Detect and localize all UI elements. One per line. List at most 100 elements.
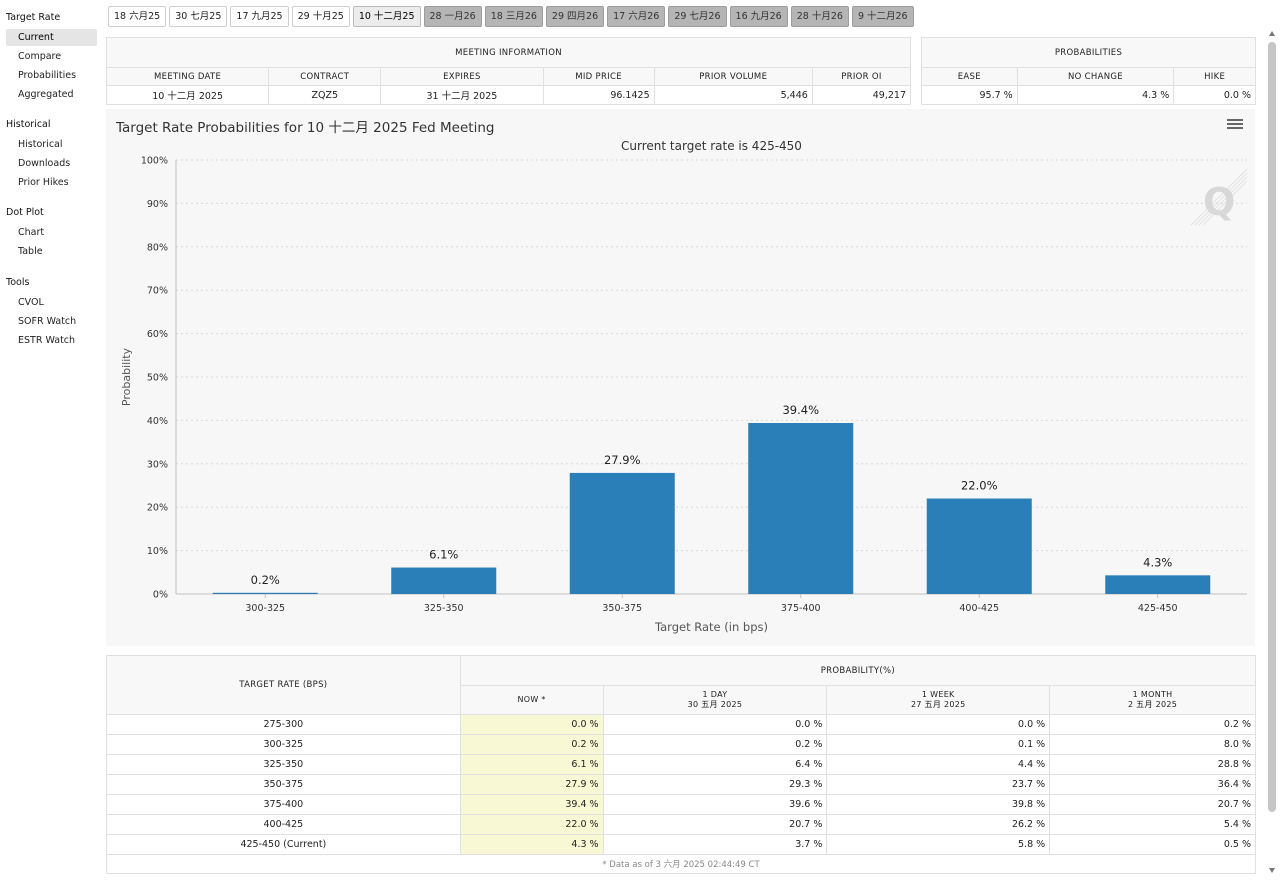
prob-col-header: 1 WEEK 27 五月 2025 — [826, 685, 1051, 715]
data-timestamp-footnote: * Data as of 3 六月 2025 02:44:49 CT — [106, 854, 1256, 874]
probability-cell: 8.0 % — [1049, 734, 1256, 755]
svg-text:Q: Q — [1203, 180, 1235, 224]
sidebar-item-current[interactable]: Current — [6, 29, 97, 46]
probability-cell: 26.2 % — [826, 814, 1051, 835]
probability-value: 0.0 % — [1173, 85, 1256, 105]
sidebar-item-estr-watch[interactable]: ESTR Watch — [18, 335, 76, 346]
meeting-tab[interactable]: 9 十二月26 — [851, 6, 914, 27]
x-tick-label: 400-425 — [959, 603, 999, 614]
bar-data-label: 6.1% — [429, 548, 458, 562]
y-tick-label: 80% — [147, 242, 168, 253]
x-tick-label: 375-400 — [781, 603, 821, 614]
meeting-tab[interactable]: 17 九月25 — [230, 6, 289, 27]
target-rate-cell: 425-450 (Current) — [106, 834, 461, 855]
sidebar-heading: Dot Plot — [6, 207, 44, 218]
sidebar-item-table[interactable]: Table — [18, 246, 43, 257]
probability-cell: 28.8 % — [1049, 754, 1256, 775]
bar-400-425[interactable] — [926, 498, 1032, 594]
probability-cell: 0.2 % — [1049, 714, 1256, 735]
sidebar-heading: Historical — [6, 119, 51, 130]
page-scrollbar[interactable] — [1268, 42, 1276, 812]
bar-300-325[interactable] — [212, 592, 318, 594]
scroll-down-arrow-icon[interactable] — [1268, 866, 1276, 874]
x-tick-label: 325-350 — [424, 603, 464, 614]
chart-subtitle: Current target rate is 425-450 — [621, 139, 802, 153]
meeting-info-col-header: CONTRACT — [268, 67, 382, 86]
table-row: 300-325 0.2 % 0.2 % 0.1 % 8.0 % — [106, 734, 1256, 755]
sidebar-item-prior-hikes[interactable]: Prior Hikes — [18, 177, 69, 188]
bar-chart: Current target rate is 425-450 0% 10% 20% 30… — [120, 139, 1247, 634]
prob-col-date: 2 五月 2025 — [1127, 700, 1178, 709]
probability-cell: 29.3 % — [602, 774, 828, 795]
meeting-tab[interactable]: 18 六月25 — [108, 6, 167, 27]
y-tick-label: 30% — [147, 459, 168, 470]
sidebar-item-compare[interactable]: Compare — [18, 51, 62, 62]
sidebar-nav: Target Rate Current Compare Probabilities Ag… — [0, 0, 100, 881]
bar-350-375[interactable] — [569, 472, 675, 594]
sidebar-item-cvol[interactable]: CVOL — [18, 297, 44, 308]
y-tick-label: 70% — [147, 286, 168, 297]
now-probability-cell: 39.4 % — [459, 794, 604, 815]
y-tick-label: 90% — [147, 199, 168, 210]
meeting-tab[interactable]: 10 十二月25 — [352, 6, 421, 27]
probability-header: PROBABILITY(%) — [459, 655, 1257, 686]
target-rate-cell: 375-400 — [106, 794, 461, 815]
sidebar-item-probabilities[interactable]: Probabilities — [18, 70, 77, 81]
hamburger-menu-icon[interactable] — [1227, 119, 1243, 133]
prob-col-date: 30 五月 2025 — [687, 700, 743, 709]
now-probability-cell: 0.2 % — [459, 734, 604, 755]
scroll-up-arrow-icon[interactable] — [1268, 30, 1276, 38]
target-rate-cell: 400-425 — [106, 814, 461, 835]
meeting-tab[interactable]: 16 九月26 — [729, 6, 788, 27]
probability-cell: 0.0 % — [826, 714, 1051, 735]
probability-cell: 20.7 % — [602, 814, 828, 835]
now-probability-cell: 6.1 % — [459, 754, 604, 775]
meeting-info-col-header: MEETING DATE — [105, 67, 270, 86]
now-probability-cell: 0.0 % — [459, 714, 604, 735]
meeting-tab[interactable]: 28 一月26 — [423, 6, 482, 27]
table-row: 425-450 (Current) 4.3 % 3.7 % 5.8 % 0.5 % — [106, 834, 1256, 855]
sidebar-section: Historical Historical Downloads Prior Hikes — [0, 118, 100, 193]
now-probability-cell: 27.9 % — [459, 774, 604, 795]
probability-cell: 39.8 % — [826, 794, 1051, 815]
target-rate-cell: 350-375 — [106, 774, 461, 795]
meeting-tab[interactable]: 17 六月26 — [607, 6, 666, 27]
meeting-tab[interactable]: 29 四月26 — [545, 6, 605, 27]
sidebar-item-chart[interactable]: Chart — [18, 227, 45, 238]
meeting-info-value: 49,217 — [811, 85, 912, 105]
meeting-info-value: 10 十二月 2025 — [105, 85, 270, 105]
bar-data-label: 0.2% — [251, 573, 280, 587]
probability-cell: 4.4 % — [826, 754, 1051, 775]
probability-value: 95.7 % — [921, 85, 1018, 105]
sidebar-item-aggregated[interactable]: Aggregated — [18, 89, 74, 100]
meeting-tab[interactable]: 29 十月25 — [291, 6, 350, 27]
probabilities-summary-table: PROBABILITIES EASE NO CHANGE HIKE 95.7 % 4.… — [921, 37, 1256, 105]
prob-col-label: 1 WEEK — [921, 690, 955, 699]
table-row: 375-400 39.4 % 39.6 % 39.8 % 20.7 % — [106, 794, 1256, 815]
probabilities-heading: PROBABILITIES — [921, 37, 1256, 68]
bar-425-450[interactable] — [1105, 575, 1211, 594]
bar-325-350[interactable] — [391, 567, 497, 594]
now-probability-cell: 22.0 % — [459, 814, 604, 835]
meeting-tab[interactable]: 30 七月25 — [169, 6, 228, 27]
meeting-tab[interactable]: 18 三月26 — [484, 6, 543, 27]
sidebar-item-historical[interactable]: Historical — [18, 139, 63, 150]
sidebar-item-sofr-watch[interactable]: SOFR Watch — [18, 316, 77, 327]
sidebar-section: Target Rate Current Compare Probabilities Ag… — [0, 11, 100, 105]
meeting-tab[interactable]: 28 十月26 — [790, 6, 849, 27]
y-tick-label: 100% — [141, 156, 168, 167]
meeting-tab[interactable]: 29 七月26 — [668, 6, 727, 27]
sidebar-section: Tools CVOL SOFR Watch ESTR Watch — [0, 276, 100, 351]
y-tick-label: 20% — [147, 503, 168, 514]
meeting-info-col-header: MID PRICE — [542, 67, 655, 86]
bar-375-400[interactable] — [748, 423, 854, 594]
y-tick-label: 0% — [153, 590, 168, 601]
table-row: 400-425 22.0 % 20.7 % 26.2 % 5.4 % — [106, 814, 1256, 835]
sidebar-item-downloads[interactable]: Downloads — [18, 158, 71, 169]
prob-col-label: 1 MONTH — [1132, 690, 1173, 699]
table-row: 275-300 0.0 % 0.0 % 0.0 % 0.2 % — [106, 714, 1256, 735]
probability-col-header: HIKE — [1173, 67, 1256, 86]
y-tick-label: 50% — [147, 373, 168, 384]
y-tick-label: 60% — [147, 329, 168, 340]
target-rate-cell: 325-350 — [106, 754, 461, 775]
